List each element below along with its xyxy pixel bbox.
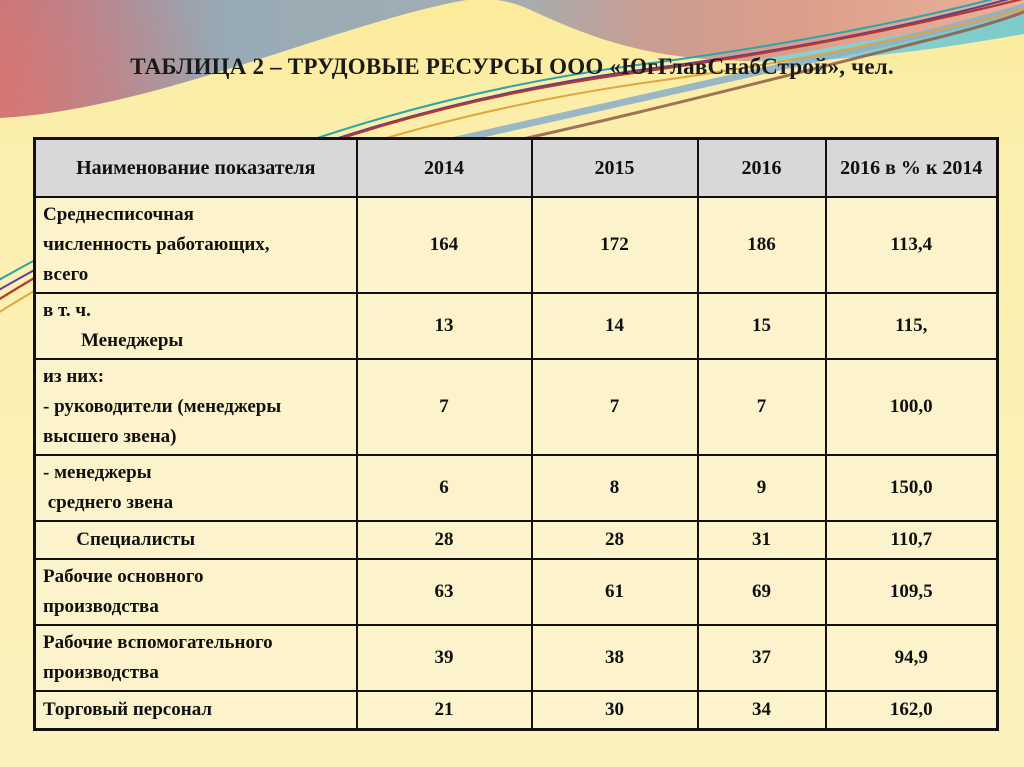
row-label-cell: - менеджеры среднего звена bbox=[33, 453, 358, 522]
table-row: Среднесписочная численность работающих, … bbox=[33, 195, 999, 294]
row-label-cell: Рабочие основного производства bbox=[33, 557, 358, 626]
value-cell: 7 bbox=[355, 357, 533, 456]
column-header-percent: 2016 в % к 2014 bbox=[824, 137, 999, 198]
column-header-2016: 2016 bbox=[696, 137, 827, 198]
value-cell: 7 bbox=[530, 357, 699, 456]
table-row: Торговый персонал 21 30 34 162,0 bbox=[33, 689, 999, 731]
value-cell: 172 bbox=[530, 195, 699, 294]
value-cell: 28 bbox=[355, 519, 533, 560]
value-cell: 63 bbox=[355, 557, 533, 626]
value-cell: 30 bbox=[530, 689, 699, 731]
value-cell: 31 bbox=[696, 519, 827, 560]
value-cell: 34 bbox=[696, 689, 827, 731]
row-label-cell: Специалисты bbox=[33, 519, 358, 560]
column-header-2015: 2015 bbox=[530, 137, 699, 198]
table-row: Рабочие основного производства 63 61 69 … bbox=[33, 557, 999, 626]
value-cell: 164 bbox=[355, 195, 533, 294]
row-label-cell: из них: - руководители (менеджеры высшег… bbox=[33, 357, 358, 456]
table-row: Специалисты 28 28 31 110,7 bbox=[33, 519, 999, 560]
row-label-cell: Рабочие вспомогательного производства bbox=[33, 623, 358, 692]
value-cell: 162,0 bbox=[824, 689, 999, 731]
value-cell: 37 bbox=[696, 623, 827, 692]
value-cell: 109,5 bbox=[824, 557, 999, 626]
value-cell: 100,0 bbox=[824, 357, 999, 456]
table-row: в т. ч. Менеджеры 13 14 15 115, bbox=[33, 291, 999, 360]
value-cell: 38 bbox=[530, 623, 699, 692]
value-cell: 15 bbox=[696, 291, 827, 360]
value-cell: 110,7 bbox=[824, 519, 999, 560]
value-cell: 14 bbox=[530, 291, 699, 360]
value-cell: 94,9 bbox=[824, 623, 999, 692]
row-label-cell: в т. ч. Менеджеры bbox=[33, 291, 358, 360]
value-cell: 28 bbox=[530, 519, 699, 560]
value-cell: 9 bbox=[696, 453, 827, 522]
row-label-cell: Среднесписочная численность работающих, … bbox=[33, 195, 358, 294]
value-cell: 6 bbox=[355, 453, 533, 522]
accent-line-brown bbox=[399, 10, 1024, 167]
row-label-cell: Торговый персонал bbox=[33, 689, 358, 731]
table-row: Рабочие вспомогательного производства 39… bbox=[33, 623, 999, 692]
column-header-2014: 2014 bbox=[355, 137, 533, 198]
value-cell: 21 bbox=[355, 689, 533, 731]
table-header-row: Наименование показателя 2014 2015 2016 2… bbox=[33, 137, 999, 198]
column-header-indicator: Наименование показателя bbox=[33, 137, 358, 198]
value-cell: 186 bbox=[696, 195, 827, 294]
value-cell: 115, bbox=[824, 291, 999, 360]
value-cell: 7 bbox=[696, 357, 827, 456]
value-cell: 150,0 bbox=[824, 453, 999, 522]
value-cell: 113,4 bbox=[824, 195, 999, 294]
value-cell: 61 bbox=[530, 557, 699, 626]
value-cell: 39 bbox=[355, 623, 533, 692]
value-cell: 69 bbox=[696, 557, 827, 626]
table-row: - менеджеры среднего звена 6 8 9 150,0 bbox=[33, 453, 999, 522]
value-cell: 13 bbox=[355, 291, 533, 360]
table-row: из них: - руководители (менеджеры высшег… bbox=[33, 357, 999, 456]
slide-title: ТАБЛИЦА 2 – ТРУДОВЫЕ РЕСУРСЫ ООО «ЮгГлав… bbox=[130, 54, 894, 79]
value-cell: 8 bbox=[530, 453, 699, 522]
labor-resources-table: Наименование показателя 2014 2015 2016 2… bbox=[33, 137, 999, 732]
